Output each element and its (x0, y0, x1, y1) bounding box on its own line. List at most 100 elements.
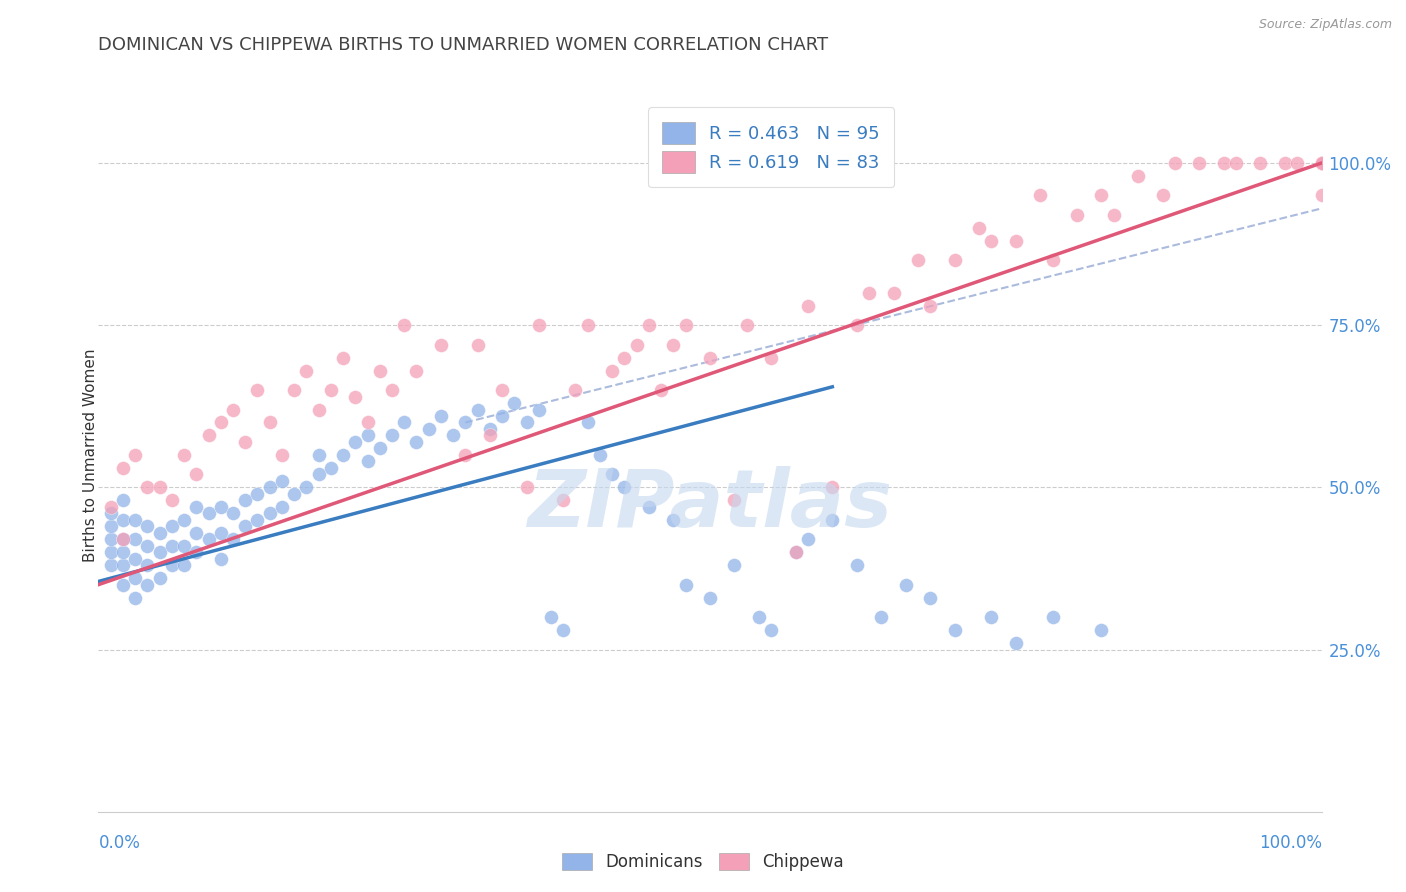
Point (246, 383, 269, 397)
Point (553, 493, 575, 508)
Point (233, 493, 256, 508)
Point (197, 428, 219, 442)
Point (1286, 156, 1309, 170)
Point (638, 500, 661, 514)
Point (111, 545, 134, 559)
Point (1310, 188, 1333, 202)
Point (527, 318, 550, 333)
Point (186, 545, 208, 559)
Point (1004, 636, 1026, 650)
Point (699, 591, 721, 605)
Point (392, 416, 416, 430)
Point (1004, 234, 1026, 248)
Point (748, 610, 770, 624)
Point (515, 480, 537, 494)
Point (478, 428, 501, 442)
Point (209, 500, 232, 514)
Point (197, 533, 219, 547)
Point (527, 402, 550, 417)
Point (368, 363, 391, 377)
Point (124, 591, 146, 605)
Y-axis label: Births to Unmarried Women: Births to Unmarried Women (83, 348, 97, 562)
Legend: Dominicans, Chippewa: Dominicans, Chippewa (554, 845, 852, 880)
Point (467, 402, 489, 417)
Point (1042, 610, 1064, 624)
Point (1310, 156, 1333, 170)
Point (821, 480, 844, 494)
Point (1029, 188, 1052, 202)
Point (308, 448, 330, 462)
Point (100, 533, 122, 547)
Point (149, 571, 172, 585)
Point (368, 442, 391, 456)
Point (136, 539, 159, 553)
Point (283, 383, 305, 397)
Point (222, 506, 245, 520)
Point (564, 383, 586, 397)
Point (553, 623, 575, 637)
Point (662, 513, 685, 527)
Point (259, 416, 281, 430)
Text: DOMINICAN VS CHIPPEWA BIRTHS TO UNMARRIED WOMEN CORRELATION CHART: DOMINICAN VS CHIPPEWA BIRTHS TO UNMARRIE… (98, 36, 828, 54)
Point (186, 500, 208, 514)
Point (785, 545, 807, 559)
Point (503, 396, 526, 410)
Point (797, 299, 820, 313)
Point (1310, 156, 1333, 170)
Point (662, 337, 685, 351)
Point (1066, 208, 1088, 222)
Point (197, 506, 219, 520)
Point (124, 551, 146, 566)
Legend: R = 0.463   N = 95, R = 0.619   N = 83: R = 0.463 N = 95, R = 0.619 N = 83 (648, 107, 894, 187)
Point (308, 467, 330, 482)
Point (821, 513, 844, 527)
Point (1212, 156, 1234, 170)
Point (613, 351, 636, 365)
Point (209, 551, 232, 566)
Point (100, 519, 122, 533)
Point (907, 253, 929, 268)
Point (124, 533, 146, 547)
Point (858, 285, 880, 300)
Point (111, 577, 134, 591)
Point (111, 493, 134, 508)
Point (761, 623, 783, 637)
Point (405, 363, 427, 377)
Point (441, 428, 464, 442)
Point (319, 461, 342, 475)
Text: 100.0%: 100.0% (1258, 834, 1322, 852)
Point (478, 422, 501, 436)
Point (1090, 188, 1112, 202)
Point (111, 533, 134, 547)
Point (356, 428, 378, 442)
Point (589, 448, 612, 462)
Point (845, 558, 868, 573)
Point (491, 409, 513, 423)
Point (136, 558, 159, 573)
Point (308, 402, 330, 417)
Point (430, 409, 453, 423)
Point (699, 351, 721, 365)
Point (124, 448, 146, 462)
Point (1310, 156, 1333, 170)
Point (111, 533, 134, 547)
Point (246, 513, 269, 527)
Point (576, 416, 599, 430)
Point (845, 318, 868, 333)
Point (160, 519, 183, 533)
Point (626, 337, 648, 351)
Point (100, 545, 122, 559)
Point (111, 461, 134, 475)
Point (344, 434, 367, 449)
Point (1310, 156, 1333, 170)
Point (100, 500, 122, 514)
Point (209, 416, 232, 430)
Point (943, 253, 966, 268)
Point (1188, 156, 1211, 170)
Point (600, 363, 623, 377)
Point (259, 480, 281, 494)
Point (295, 363, 318, 377)
Point (980, 234, 1002, 248)
Point (270, 500, 294, 514)
Text: Source: ZipAtlas.com: Source: ZipAtlas.com (1258, 18, 1392, 31)
